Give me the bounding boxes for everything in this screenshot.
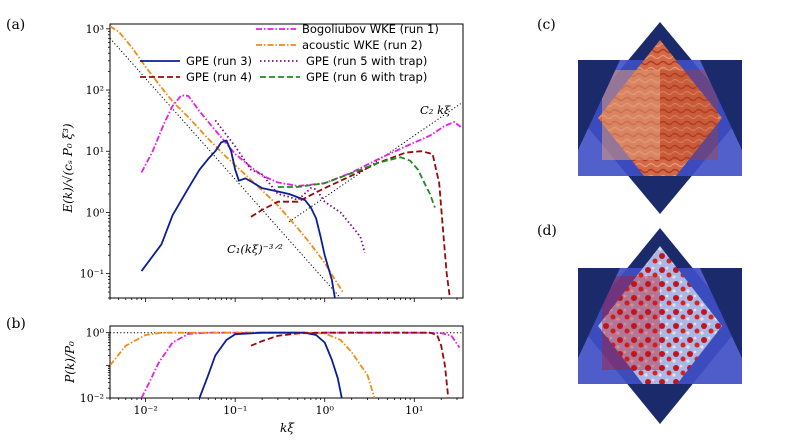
series-line-b-acoustic-wke-run-2 bbox=[110, 331, 376, 398]
panel-d-corner-1 bbox=[578, 268, 620, 358]
legend-label-acoustic-wke-run-2: acoustic WKE (run 2) bbox=[302, 38, 422, 52]
x-tick-label-b: 10¹ bbox=[405, 404, 423, 417]
x-tick-label-b: 10⁻¹ bbox=[223, 404, 247, 417]
plot-b-ylabel: P(k)/P₀ bbox=[63, 341, 77, 384]
plot-b-axes: 10⁻² 10⁰ 10⁻² 10⁻¹ 10⁰ 10¹ bbox=[80, 327, 458, 417]
panel-label-c: (c) bbox=[537, 17, 556, 33]
y-tick-label-b: 10⁻² bbox=[80, 392, 104, 405]
plot-a-ylabel: E(k)/√(cₛ P₀ ξ³) bbox=[61, 123, 75, 213]
series-line-a-gpe-run-4 bbox=[250, 150, 451, 298]
series-line-a-bogoliubov-wke-run-1 bbox=[140, 94, 462, 187]
plot-b-frame bbox=[109, 325, 464, 399]
panel-d-corner-2 bbox=[700, 268, 742, 358]
y-tick-label-b: 10⁰ bbox=[86, 327, 105, 340]
y-tick-label-a: 10⁻¹ bbox=[80, 268, 104, 281]
legend-label-gpe-run-6-with-trap: GPE (run 6 with trap) bbox=[306, 70, 427, 84]
legend: Bogoliubov WKE (run 1) acoustic WKE (run … bbox=[140, 22, 439, 84]
x-tick-label-b: 10⁰ bbox=[316, 404, 335, 417]
panel-c-corner-3 bbox=[640, 176, 680, 214]
x-tick-label-b: 10⁻² bbox=[134, 404, 158, 417]
y-tick-label-a: 10³ bbox=[86, 23, 104, 36]
y-tick-label-a: 10¹ bbox=[86, 145, 104, 158]
legend-label-gpe-run-3: GPE (run 3) bbox=[186, 54, 252, 68]
plot-b-xlabel: kξ bbox=[280, 421, 295, 435]
reference-line-c1-k-xi-3-2 bbox=[110, 37, 341, 298]
panel-d-field-face bbox=[602, 276, 660, 370]
reference-line-c2-k-xi bbox=[288, 103, 461, 223]
panel-c-field-face bbox=[602, 70, 660, 160]
panel-c-visualization bbox=[578, 22, 742, 214]
annotation-c2: C₂ kξ bbox=[420, 103, 451, 117]
panel-c-field-face-2 bbox=[660, 70, 718, 160]
panel-d-field-plane bbox=[598, 246, 722, 406]
panel-label-d: (d) bbox=[537, 223, 557, 239]
y-tick-label-a: 10² bbox=[86, 84, 104, 97]
legend-label-gpe-run-5-with-trap: GPE (run 5 with trap) bbox=[306, 54, 427, 68]
panel-c-corner-1 bbox=[578, 60, 620, 150]
panel-d-corner-3 bbox=[640, 384, 680, 424]
series-line-b-bogoliubov-wke-run-1 bbox=[140, 331, 461, 398]
series-line-b-gpe-run-3 bbox=[198, 331, 343, 398]
series-line-a-gpe-run-3 bbox=[140, 139, 336, 298]
legend-label-bogoliubov-wke-run-1: Bogoliubov WKE (run 1) bbox=[302, 22, 439, 36]
panel-label-b: (b) bbox=[6, 316, 26, 332]
panel-c-corner-2 bbox=[700, 60, 742, 150]
annotation-c1: C₁(kξ)⁻³ᐟ² bbox=[227, 242, 283, 256]
series-line-b-gpe-run-4 bbox=[250, 331, 450, 398]
legend-label-gpe-run-4: GPE (run 4) bbox=[186, 70, 252, 84]
panel-d-visualization bbox=[578, 228, 742, 424]
plot-b-series bbox=[110, 331, 463, 398]
plot-a-axes: 10⁻¹ 10⁰ 10¹ 10² 10³ bbox=[80, 23, 458, 302]
panel-label-a: (a) bbox=[6, 17, 25, 33]
y-tick-label-a: 10⁰ bbox=[86, 206, 105, 219]
series-line-a-gpe-run-6-with-trap bbox=[277, 156, 436, 208]
